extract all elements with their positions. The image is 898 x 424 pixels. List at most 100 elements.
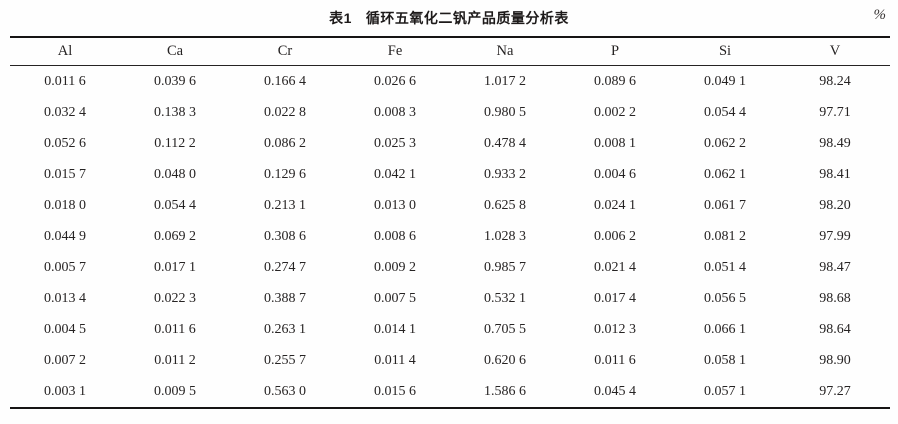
unit-label: % xyxy=(873,7,887,23)
table-row: 0.018 0 0.054 4 0.213 1 0.013 0 0.625 8 0.024… xyxy=(10,190,890,221)
table-cell: 0.308 6 xyxy=(264,228,306,244)
table-body: 0.011 6 0.039 6 0.166 4 0.026 6 1.017 2 0.089… xyxy=(10,66,890,409)
table-cell: 0.021 4 xyxy=(594,259,636,275)
table-cell: 0.004 5 xyxy=(44,321,86,337)
table-cell: 0.255 7 xyxy=(264,352,306,368)
table-cell: 0.057 1 xyxy=(704,383,746,399)
table-cell: 0.388 7 xyxy=(264,290,306,306)
table-container: Al Ca Cr Fe Na P Si V 0.011 6 0.039 6 0.166 4 0.02… xyxy=(10,36,890,409)
table-caption-text: 循环五氧化二钒产品质量分析表 xyxy=(365,10,569,26)
table-cell: 0.009 2 xyxy=(374,259,416,275)
table-cell: 0.062 1 xyxy=(704,166,746,182)
table-cell: 0.478 4 xyxy=(484,135,526,151)
table-row: 0.007 2 0.011 2 0.255 7 0.011 4 0.620 6 0.011… xyxy=(10,345,890,376)
table-row: 0.044 9 0.069 2 0.308 6 0.008 6 1.028 3 0.006… xyxy=(10,221,890,252)
table-cell: 0.025 3 xyxy=(374,135,416,151)
table-cell: 0.013 4 xyxy=(44,290,86,306)
table-cell: 0.032 4 xyxy=(44,104,86,120)
table-caption-tag: 表1 xyxy=(329,10,352,26)
table-cell: 0.044 9 xyxy=(44,228,86,244)
table-cell: 0.274 7 xyxy=(264,259,306,275)
table-cell: 0.004 6 xyxy=(594,166,636,182)
table-cell: 97.99 xyxy=(819,228,851,244)
table-cell: 0.086 2 xyxy=(264,135,306,151)
table-cell: 0.008 6 xyxy=(374,228,416,244)
table-cell: 0.015 7 xyxy=(44,166,86,182)
table-cell: 0.532 1 xyxy=(484,290,526,306)
table-cell: 0.018 0 xyxy=(44,197,86,213)
table-cell: 0.061 7 xyxy=(704,197,746,213)
table-row: 0.013 4 0.022 3 0.388 7 0.007 5 0.532 1 0.017… xyxy=(10,283,890,314)
table-cell: 98.41 xyxy=(819,166,851,182)
table-cell: 0.005 7 xyxy=(44,259,86,275)
table-cell: 0.009 5 xyxy=(154,383,196,399)
table-cell: 98.68 xyxy=(819,290,851,306)
table-cell: 97.71 xyxy=(819,104,851,120)
table-cell: 0.625 8 xyxy=(484,197,526,213)
table-cell: 0.048 0 xyxy=(154,166,196,182)
table-row: 0.011 6 0.039 6 0.166 4 0.026 6 1.017 2 0.089… xyxy=(10,66,890,98)
table-cell: 0.008 3 xyxy=(374,104,416,120)
table-cell: 0.166 4 xyxy=(264,73,306,89)
table-cell: 98.20 xyxy=(819,197,851,213)
table-caption: 表1 循环五氧化二钒产品质量分析表 xyxy=(0,8,898,28)
column-header-si: Si xyxy=(670,37,780,66)
table-cell: 0.081 2 xyxy=(704,228,746,244)
table-cell: 0.620 6 xyxy=(484,352,526,368)
table-cell: 0.051 4 xyxy=(704,259,746,275)
table-cell: 0.705 5 xyxy=(484,321,526,337)
table-cell: 0.056 5 xyxy=(704,290,746,306)
table-cell: 0.058 1 xyxy=(704,352,746,368)
column-header-na: Na xyxy=(450,37,560,66)
table-cell: 0.007 2 xyxy=(44,352,86,368)
column-header-p: P xyxy=(560,37,670,66)
table-cell: 0.042 1 xyxy=(374,166,416,182)
table-cell: 1.017 2 xyxy=(484,73,526,89)
table-row: 0.052 6 0.112 2 0.086 2 0.025 3 0.478 4 0.008… xyxy=(10,128,890,159)
table-cell: 0.049 1 xyxy=(704,73,746,89)
table-cell: 98.49 xyxy=(819,135,851,151)
table-cell: 0.263 1 xyxy=(264,321,306,337)
table-row: 0.032 4 0.138 3 0.022 8 0.008 3 0.980 5 0.002… xyxy=(10,97,890,128)
table-cell: 0.039 6 xyxy=(154,73,196,89)
table-cell: 0.026 6 xyxy=(374,73,416,89)
table-cell: 0.011 4 xyxy=(374,352,416,368)
table-cell: 0.138 3 xyxy=(154,104,196,120)
table-cell: 0.980 5 xyxy=(484,104,526,120)
table-cell: 0.933 2 xyxy=(484,166,526,182)
column-header-fe: Fe xyxy=(340,37,450,66)
table-cell: 0.011 6 xyxy=(594,352,636,368)
table-cell: 0.011 2 xyxy=(154,352,196,368)
table-cell: 1.586 6 xyxy=(484,383,526,399)
table-cell: 0.022 8 xyxy=(264,104,306,120)
table-cell: 98.64 xyxy=(819,321,851,337)
table-cell: 0.015 6 xyxy=(374,383,416,399)
table-cell: 0.213 1 xyxy=(264,197,306,213)
table-cell: 0.045 4 xyxy=(594,383,636,399)
table-cell: 0.012 3 xyxy=(594,321,636,337)
table-cell: 0.014 1 xyxy=(374,321,416,337)
table-cell: 0.002 2 xyxy=(594,104,636,120)
table-cell: 0.008 1 xyxy=(594,135,636,151)
table-cell: 0.022 3 xyxy=(154,290,196,306)
column-header-v: V xyxy=(780,37,890,66)
table-cell: 98.90 xyxy=(819,352,851,368)
table-cell: 0.024 1 xyxy=(594,197,636,213)
table-cell: 0.563 0 xyxy=(264,383,306,399)
table-row: 0.015 7 0.048 0 0.129 6 0.042 1 0.933 2 0.004… xyxy=(10,159,890,190)
quality-analysis-table: Al Ca Cr Fe Na P Si V 0.011 6 0.039 6 0.166 4 0.02… xyxy=(10,36,890,409)
table-cell: 0.013 0 xyxy=(374,197,416,213)
table-header: Al Ca Cr Fe Na P Si V xyxy=(10,37,890,66)
table-cell: 0.054 4 xyxy=(154,197,196,213)
table-cell: 0.066 1 xyxy=(704,321,746,337)
table-cell: 0.007 5 xyxy=(374,290,416,306)
table-cell: 0.054 4 xyxy=(704,104,746,120)
table-cell: 0.089 6 xyxy=(594,73,636,89)
table-cell: 0.062 2 xyxy=(704,135,746,151)
table-cell: 97.27 xyxy=(819,383,851,399)
table-cell: 0.003 1 xyxy=(44,383,86,399)
table-row: 0.003 1 0.009 5 0.563 0 0.015 6 1.586 6 0.045… xyxy=(10,376,890,408)
table-cell: 1.028 3 xyxy=(484,228,526,244)
table-cell: 0.017 4 xyxy=(594,290,636,306)
